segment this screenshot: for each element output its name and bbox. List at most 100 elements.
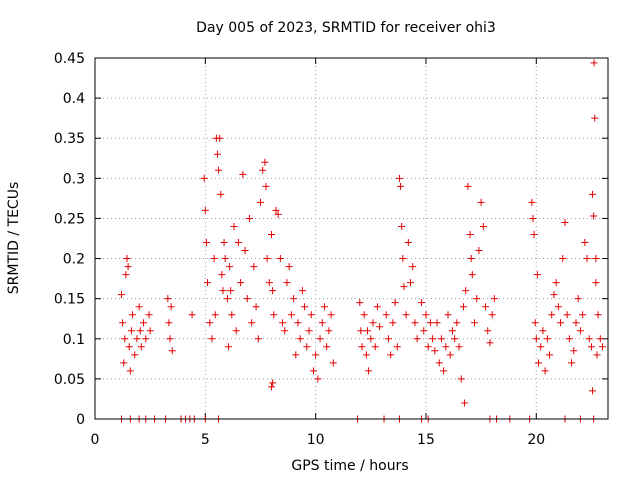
data-point-plus bbox=[455, 343, 463, 351]
data-point-plus bbox=[237, 279, 245, 287]
data-point-plus bbox=[263, 255, 271, 263]
data-point-plus bbox=[211, 311, 219, 319]
data-point-plus bbox=[365, 367, 373, 375]
data-point-plus bbox=[559, 255, 567, 263]
data-point-plus bbox=[292, 351, 300, 359]
data-point-plus bbox=[298, 287, 306, 295]
data-point-plus bbox=[290, 295, 298, 303]
data-point-plus bbox=[400, 283, 408, 291]
data-point-plus bbox=[593, 351, 601, 359]
data-point-plus bbox=[431, 347, 439, 355]
data-point-plus bbox=[552, 279, 560, 287]
data-point-plus bbox=[296, 335, 304, 343]
data-point-plus bbox=[221, 255, 229, 263]
data-point-plus bbox=[265, 279, 273, 287]
data-point-plus bbox=[570, 347, 578, 355]
data-point-plus bbox=[140, 319, 148, 327]
data-point-plus bbox=[283, 279, 291, 287]
data-point-plus bbox=[121, 335, 129, 343]
data-point-plus bbox=[471, 319, 479, 327]
data-point-plus bbox=[119, 319, 127, 327]
data-point-plus bbox=[320, 303, 328, 311]
data-points bbox=[117, 59, 606, 423]
y-tick-label: 0.2 bbox=[63, 252, 85, 268]
data-point-plus bbox=[568, 359, 576, 367]
data-point-plus bbox=[367, 335, 375, 343]
data-point-plus bbox=[486, 339, 494, 347]
data-point-plus bbox=[581, 239, 589, 247]
data-point-plus bbox=[488, 311, 496, 319]
data-point-plus bbox=[451, 335, 459, 343]
data-point-plus bbox=[596, 335, 604, 343]
data-point-plus bbox=[541, 367, 549, 375]
data-point-plus bbox=[206, 319, 214, 327]
data-point-plus bbox=[572, 319, 580, 327]
data-point-plus bbox=[482, 303, 490, 311]
data-point-plus bbox=[563, 311, 571, 319]
data-point-plus bbox=[241, 247, 249, 255]
data-point-plus bbox=[270, 311, 278, 319]
data-point-plus bbox=[461, 399, 469, 407]
data-point-plus bbox=[440, 367, 448, 375]
x-tick-label: 0 bbox=[91, 432, 100, 448]
data-point-plus bbox=[274, 210, 282, 218]
x-tick-label: 5 bbox=[201, 432, 210, 448]
data-point-plus bbox=[477, 198, 485, 206]
data-point-plus bbox=[429, 335, 437, 343]
data-point-plus bbox=[256, 198, 264, 206]
data-point-plus bbox=[248, 319, 256, 327]
data-point-plus bbox=[587, 343, 595, 351]
data-point-plus bbox=[167, 303, 175, 311]
data-point-plus bbox=[188, 311, 196, 319]
data-point-plus bbox=[554, 303, 562, 311]
data-point-plus bbox=[137, 343, 145, 351]
data-point-plus bbox=[592, 279, 600, 287]
data-point-plus bbox=[490, 295, 498, 303]
data-point-plus bbox=[126, 367, 134, 375]
data-point-plus bbox=[453, 319, 461, 327]
data-point-plus bbox=[204, 279, 212, 287]
data-point-plus bbox=[223, 295, 231, 303]
data-point-plus bbox=[444, 311, 452, 319]
chart-title: Day 005 of 2023, SRMTID for receiver ohi… bbox=[196, 20, 496, 36]
data-point-plus bbox=[399, 255, 407, 263]
data-point-plus bbox=[369, 319, 377, 327]
y-tick-label: 0.15 bbox=[54, 292, 85, 308]
data-point-plus bbox=[583, 255, 591, 263]
data-point-plus bbox=[269, 287, 277, 295]
data-point-plus bbox=[411, 319, 419, 327]
data-point-plus bbox=[210, 255, 218, 263]
y-tick-label: 0 bbox=[76, 412, 85, 428]
data-point-plus bbox=[457, 375, 465, 383]
data-point-plus bbox=[424, 343, 432, 351]
data-point-plus bbox=[164, 295, 172, 303]
data-point-plus bbox=[215, 166, 223, 174]
data-point-plus bbox=[230, 222, 238, 230]
y-tick-label: 0.05 bbox=[54, 372, 85, 388]
data-point-plus bbox=[418, 299, 426, 307]
data-point-plus bbox=[145, 311, 153, 319]
data-point-plus bbox=[446, 351, 454, 359]
data-point-plus bbox=[591, 114, 599, 122]
data-point-plus bbox=[226, 263, 234, 271]
data-point-plus bbox=[279, 319, 287, 327]
data-point-plus bbox=[464, 182, 472, 190]
data-point-plus bbox=[294, 319, 302, 327]
data-point-plus bbox=[393, 343, 401, 351]
data-point-plus bbox=[387, 351, 395, 359]
data-point-plus bbox=[539, 327, 547, 335]
data-point-plus bbox=[268, 230, 276, 238]
data-point-plus bbox=[358, 343, 366, 351]
data-point-plus bbox=[234, 239, 242, 247]
data-point-plus bbox=[362, 351, 370, 359]
data-point-plus bbox=[437, 335, 445, 343]
data-point-plus bbox=[422, 311, 430, 319]
data-point-plus bbox=[120, 359, 128, 367]
data-point-plus bbox=[484, 327, 492, 335]
data-point-plus bbox=[309, 367, 317, 375]
data-point-plus bbox=[168, 347, 176, 355]
data-point-plus bbox=[301, 303, 309, 311]
data-point-plus bbox=[314, 375, 322, 383]
y-tick-label: 0.3 bbox=[63, 171, 85, 187]
